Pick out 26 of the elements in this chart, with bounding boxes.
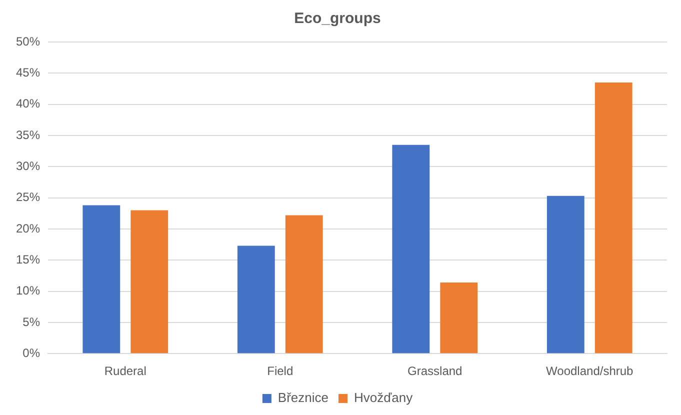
- legend-label: Březnice: [278, 390, 329, 406]
- y-tick-label: 45%: [16, 65, 40, 80]
- bar: [82, 205, 120, 354]
- y-tick-label: 50%: [16, 34, 40, 48]
- bar: [594, 82, 632, 354]
- bar: [130, 210, 168, 354]
- x-tick-label: Field: [267, 364, 294, 378]
- y-tick-label: 25%: [16, 190, 40, 204]
- x-tick-label: Ruderal: [104, 364, 146, 378]
- y-tick-label: 30%: [16, 158, 40, 173]
- bar: [237, 246, 275, 354]
- x-tick-label: Woodland/shrub: [546, 364, 634, 378]
- x-tick-label: Grassland: [408, 364, 462, 378]
- bar: [392, 144, 430, 354]
- y-tick-label: 10%: [16, 284, 40, 298]
- bar: [546, 196, 584, 354]
- bar: [440, 282, 478, 354]
- y-tick-label: 35%: [16, 128, 40, 142]
- chart-title: Eco_groups: [294, 10, 381, 28]
- legend-label: Hvožďany: [354, 390, 414, 406]
- y-tick-label: 40%: [16, 96, 40, 111]
- bar: [285, 215, 323, 354]
- y-tick-label: 5%: [22, 314, 40, 329]
- y-tick-label: 0%: [22, 346, 40, 360]
- y-tick-label: 15%: [16, 252, 40, 266]
- y-tick-label: 20%: [16, 221, 40, 236]
